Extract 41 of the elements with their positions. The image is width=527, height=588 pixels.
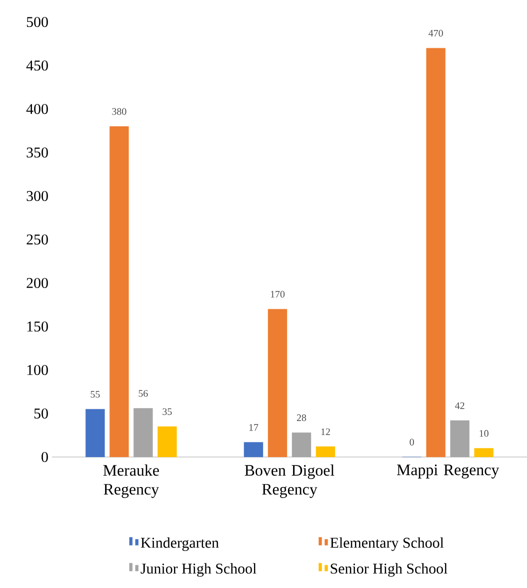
data-label: 55 [90, 391, 100, 398]
bar [158, 426, 177, 458]
data-label: 170 [270, 290, 285, 298]
data-label: 35 [162, 408, 172, 416]
y-tick-label: 150 [27, 321, 48, 332]
y-tick-label: 500 [26, 16, 48, 28]
bar [292, 432, 312, 458]
y-tick-label: 100 [27, 364, 48, 376]
data-label: 56 [138, 390, 148, 397]
y-tick-label: 350 [26, 147, 48, 158]
x-tick-label: Mappi Regency [396, 464, 500, 479]
bar [474, 448, 494, 458]
y-tick-label: 50 [34, 408, 48, 419]
legend-label: Senior High School [330, 563, 448, 577]
bar [244, 442, 264, 458]
data-label: 42 [455, 402, 464, 409]
bar [134, 408, 153, 458]
data-label: 0 [410, 438, 414, 446]
x-tick-label: Merauke Regency [103, 464, 159, 498]
legend-label: Elementary School [330, 537, 444, 551]
data-label: 10 [480, 430, 488, 437]
x-tick-label: Boven Digoel Regency [244, 464, 334, 498]
bar [450, 420, 470, 458]
bar [86, 409, 105, 458]
bar [316, 446, 336, 458]
data-label: 28 [296, 414, 306, 422]
y-tick-label: 0 [42, 452, 48, 462]
bar [268, 309, 288, 458]
data-label: 17 [249, 424, 258, 431]
bar [110, 126, 129, 458]
legend-label: Junior High School [140, 563, 256, 577]
y-tick-label: 250 [26, 234, 48, 245]
data-label: 380 [112, 108, 126, 115]
bar [426, 48, 446, 458]
data-label: 470 [428, 30, 443, 37]
y-tick-label: 400 [26, 104, 48, 114]
legend-label: Kindergarten [140, 537, 219, 551]
data-label: 12 [321, 428, 330, 436]
y-tick-label: 300 [26, 190, 48, 202]
y-tick-label: 200 [26, 278, 48, 288]
y-tick-label: 450 [26, 60, 48, 71]
